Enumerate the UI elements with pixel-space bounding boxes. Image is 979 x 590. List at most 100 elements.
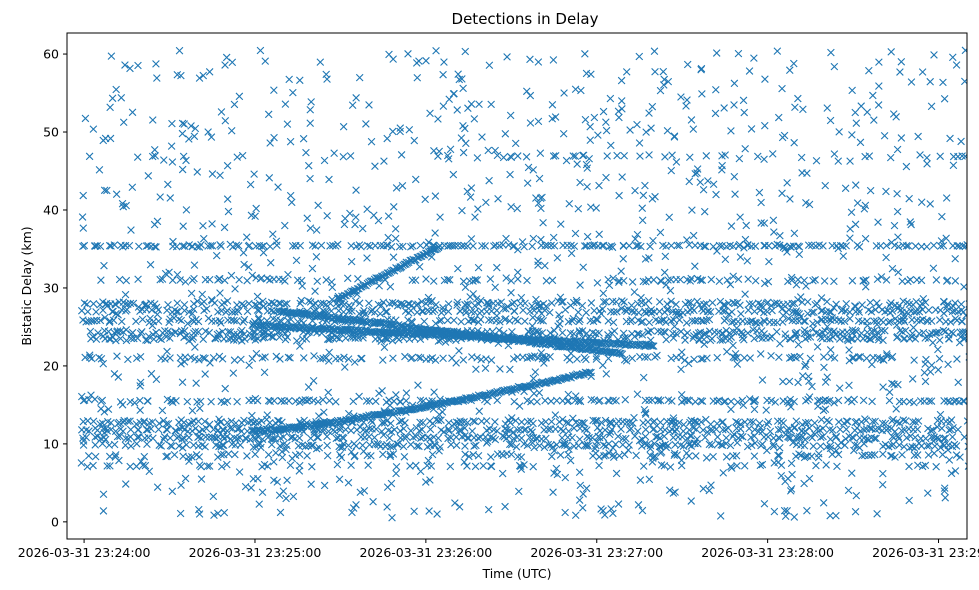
detection-point xyxy=(562,418,571,427)
detection-point xyxy=(89,332,97,341)
detection-point xyxy=(412,461,420,470)
detection-point xyxy=(223,432,231,441)
detection-point xyxy=(829,333,837,341)
detection-point xyxy=(943,300,952,308)
detection-point xyxy=(99,306,107,314)
detection-point xyxy=(649,276,658,284)
detection-point xyxy=(637,242,645,251)
detection-point xyxy=(902,242,911,250)
detection-point xyxy=(138,315,147,324)
detection-point xyxy=(657,316,666,325)
detection-point xyxy=(496,317,504,326)
detection-point xyxy=(952,451,961,459)
detection-point xyxy=(758,440,767,448)
detection-point xyxy=(628,307,636,315)
detection-point xyxy=(530,352,539,360)
detection-point xyxy=(660,461,669,470)
detection-point xyxy=(137,328,146,336)
detection-point xyxy=(195,453,204,461)
detection-point xyxy=(769,442,778,451)
detection-point xyxy=(955,242,964,251)
detection-point xyxy=(840,317,849,326)
detection-point xyxy=(640,353,649,361)
detection-point xyxy=(471,276,480,284)
detection-point xyxy=(155,419,164,428)
detection-point xyxy=(218,327,227,336)
detection-point xyxy=(548,276,557,285)
detection-point xyxy=(326,242,334,250)
detection-point xyxy=(810,308,818,316)
detection-point xyxy=(224,328,233,336)
detection-point xyxy=(223,297,232,305)
detection-point xyxy=(623,333,632,342)
detection-point xyxy=(519,306,527,315)
detection-point xyxy=(527,426,535,434)
detection-point xyxy=(689,334,697,343)
detection-point xyxy=(830,304,838,312)
detection-point xyxy=(452,441,461,450)
detection-point xyxy=(669,334,678,342)
detection-point xyxy=(866,298,875,307)
detection-point xyxy=(266,242,274,251)
detection-point xyxy=(111,451,120,459)
detection-point xyxy=(773,240,782,249)
detection-point xyxy=(582,329,591,338)
detection-point xyxy=(767,351,775,360)
detection-point xyxy=(333,294,342,303)
detection-point xyxy=(867,451,876,459)
detection-point xyxy=(157,442,166,450)
detection-point xyxy=(604,275,613,284)
detection-point xyxy=(345,307,353,315)
detection-point xyxy=(418,425,426,434)
detection-point xyxy=(197,241,205,249)
detection-point xyxy=(162,452,170,461)
detection-point xyxy=(848,354,857,362)
detection-point xyxy=(639,277,648,286)
detection-point xyxy=(959,397,967,405)
detection-point xyxy=(643,353,652,361)
detection-point xyxy=(205,420,214,429)
detection-point xyxy=(784,305,793,314)
detection-point xyxy=(77,306,86,315)
detection-point xyxy=(520,460,528,469)
detection-point xyxy=(507,277,515,285)
detection-point xyxy=(639,317,647,326)
detection-point xyxy=(255,299,264,308)
detection-point xyxy=(149,434,157,443)
detection-point xyxy=(378,418,386,427)
detection-point xyxy=(172,308,181,316)
detection-point xyxy=(737,310,745,318)
detection-point xyxy=(172,427,180,435)
detection-point xyxy=(946,318,955,326)
detection-point xyxy=(655,317,663,326)
detection-point xyxy=(451,425,460,433)
detection-point xyxy=(428,450,437,459)
detection-point xyxy=(656,418,665,427)
detection-point xyxy=(407,306,415,315)
detection-point xyxy=(795,243,804,251)
detection-point xyxy=(505,317,514,325)
detection-point xyxy=(206,241,215,250)
detection-point xyxy=(461,450,469,459)
detection-point xyxy=(450,316,458,325)
detection-point xyxy=(901,417,910,425)
detection-point xyxy=(180,306,189,315)
detection-point xyxy=(744,275,752,283)
detection-point xyxy=(935,336,944,344)
detection-point xyxy=(463,418,472,427)
detection-point xyxy=(706,426,714,434)
detection-point xyxy=(355,299,364,308)
detection-point xyxy=(871,450,879,459)
detection-point xyxy=(852,327,861,336)
detection-point xyxy=(326,299,335,308)
detection-point xyxy=(606,307,615,316)
detection-point xyxy=(383,307,391,316)
detection-point xyxy=(719,418,727,426)
detection-point xyxy=(672,308,680,316)
detection-point xyxy=(322,276,331,284)
detection-point xyxy=(941,434,950,442)
detection-point xyxy=(645,396,653,405)
detection-point xyxy=(127,442,135,450)
detection-point xyxy=(173,299,182,307)
detection-point xyxy=(175,315,183,324)
